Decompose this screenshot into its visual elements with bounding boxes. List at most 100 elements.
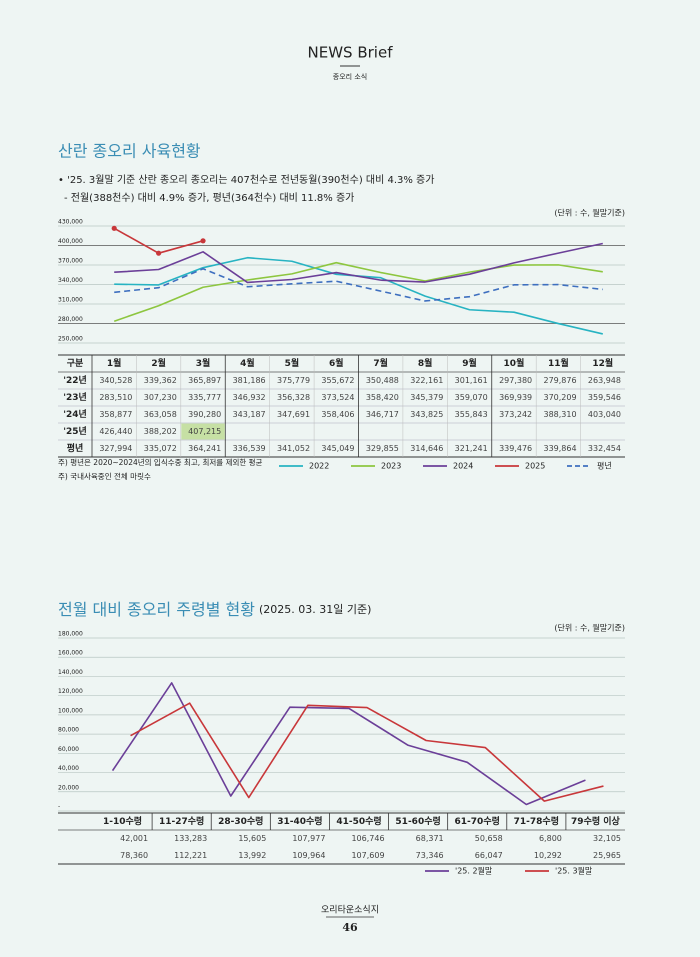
table-column-header: 6월 [329,357,344,369]
y-tick-label: 80,000 [58,727,79,734]
table-cell: 10,292 [534,851,562,860]
table-cell: 339,476 [499,444,532,453]
table-cell: 355,843 [455,410,488,419]
footer-page: 46 [342,921,358,934]
table-cell: 307,230 [144,393,177,402]
unit-label: (단위 : 수, 월말기준) [554,623,625,633]
chart-title: 전월 대비 종오리 주령별 현황 (2025. 03. 31일 기준) [58,600,371,619]
table-cell: 335,072 [144,444,177,453]
table-cell: 109,964 [292,851,325,860]
y-tick-label: 400,000 [58,238,83,245]
table-cell: 407,215 [188,427,221,436]
table-column-header: 8월 [418,357,433,369]
table-cell: 358,420 [366,393,399,402]
table-cell: 42,001 [120,834,148,843]
chart-title: 산란 종오리 사육현황 [58,142,201,161]
series-line [114,242,603,284]
table-cell: 133,283 [174,834,207,843]
series-line [113,261,603,322]
table-cell: 343,825 [410,410,443,419]
table-cell: 73,346 [416,851,444,860]
y-tick-label: 430,000 [58,219,83,226]
table-cell: 358,877 [99,410,132,419]
table-column-header: 4월 [240,357,255,369]
table-cell: 346,932 [233,393,266,402]
table-column-header: 10월 [504,357,525,369]
table-cell: 365,897 [188,376,221,385]
table-column-header: 51-60수령 [395,815,440,827]
header-title: NEWS Brief [308,44,394,62]
legend-label: 2025 [525,462,545,471]
table-row-label: '24년 [63,408,87,420]
table-cell: 335,777 [188,393,221,402]
table-column-header: 31-40수령 [277,815,322,827]
table-cell: 347,691 [277,410,310,419]
table-column-header: 2월 [151,357,166,369]
table-cell: 327,994 [99,444,132,453]
table-cell: 329,855 [366,444,399,453]
series-line [130,702,604,802]
y-tick-label: 180,000 [58,631,83,638]
table-cell: 359,070 [455,393,488,402]
table-cell: 370,209 [543,393,576,402]
table-cell: 345,049 [321,444,354,453]
table-cell: 350,488 [366,376,399,385]
table-column-header: 28-30수령 [218,815,263,827]
legend-label: 평년 [597,461,612,471]
y-tick-label: 20,000 [58,784,79,791]
table-cell: 381,186 [233,376,266,385]
series-line [111,682,586,806]
table-cell: 50,658 [475,834,503,843]
table-column-header: 5월 [285,357,300,369]
table-row-label: '23년 [63,391,87,403]
chart-title-main: 전월 대비 종오리 주령별 현황 [58,600,255,619]
chart-title-note: (2025. 03. 31일 기준) [259,602,371,616]
table-cell: 13,992 [238,851,266,860]
table-row-label: '25년 [63,425,87,437]
table-cell: 341,052 [277,444,310,453]
table-cell: 346,717 [366,410,399,419]
legend-label: '25. 2월말 [455,866,493,876]
table-column-header: 7월 [373,357,388,369]
table-column-header: 3월 [196,357,211,369]
note: - 전월(388천수) 대비 4.9% 증가, 평년(364천수) 대비 11.… [64,192,354,204]
unit-label: (단위 : 수, 월말기준) [554,208,625,218]
table-cell: 321,241 [455,444,488,453]
table-cell: 363,058 [144,410,177,419]
y-tick-label: 250,000 [58,336,83,343]
y-tick-label: 120,000 [58,688,83,695]
table-cell: 364,241 [188,444,221,453]
y-tick-label: 310,000 [58,297,83,304]
table-column-header: 12월 [592,357,613,369]
table-cell: 107,609 [351,851,384,860]
table-cell: 112,221 [174,851,207,860]
series-marker [156,250,162,256]
table-cell: 6,800 [539,834,562,843]
legend-label: 2023 [381,462,401,471]
y-tick-label: 140,000 [58,669,83,676]
series-marker [111,225,117,231]
table-column-header: 61-70수령 [455,815,500,827]
table-cell: 359,546 [588,393,621,402]
footnote: 주) 평년은 2020~2024년의 입식수중 최고, 최저를 제외한 평균 [58,457,263,467]
y-tick-label: - [58,804,60,811]
table-cell: 301,161 [455,376,488,385]
table-cell: 358,406 [321,410,354,419]
table-cell: 375,779 [277,376,310,385]
legend-label: '25. 3월말 [555,866,593,876]
table-cell: 388,310 [543,410,576,419]
table-cell: 263,948 [588,376,621,385]
table-cell: 369,939 [499,393,532,402]
table-cell: 373,524 [321,393,354,402]
highlight-cell [181,423,225,440]
series-line [114,267,603,302]
y-tick-label: 370,000 [58,258,83,265]
legend-label: 2022 [309,462,329,471]
table-cell: 15,605 [238,834,266,843]
table-cell: 68,371 [416,834,444,843]
table-column-header: 71-78수령 [514,815,559,827]
table-cell: 283,510 [99,393,132,402]
table-cell: 336,539 [233,444,266,453]
table-column-header: 41-50수령 [336,815,381,827]
